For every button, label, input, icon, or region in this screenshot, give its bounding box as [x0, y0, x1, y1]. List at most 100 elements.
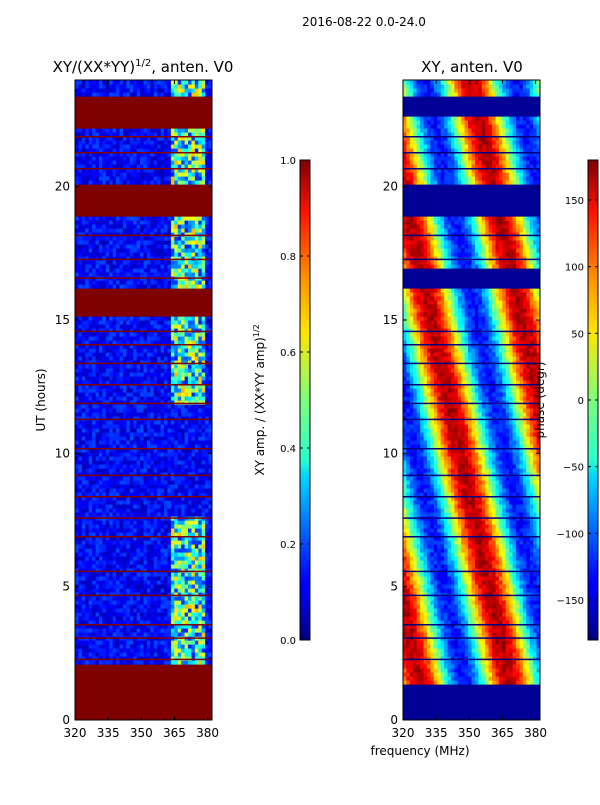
heatmap-cell [105, 448, 110, 453]
heatmap-cell [119, 404, 124, 409]
heatmap-cell [181, 640, 186, 645]
heatmap-cell [153, 380, 158, 385]
heatmap-cell [98, 372, 103, 377]
heatmap-cell [208, 464, 212, 469]
heatmap-cell [157, 240, 162, 245]
heatmap-cell [129, 244, 134, 249]
heatmap-cell [129, 664, 134, 669]
heatmap-cell [122, 220, 127, 225]
heatmap-cell [92, 400, 97, 405]
heatmap-cell [112, 536, 117, 541]
heatmap-cell [92, 228, 97, 233]
heatmap-cell [143, 692, 148, 697]
heatmap-cell [201, 320, 206, 325]
heatmap-cell [105, 364, 110, 369]
heatmap-cell [167, 488, 172, 493]
heatmap-cell [153, 408, 158, 413]
heatmap-cell [160, 508, 165, 513]
heatmap-cell [143, 308, 148, 313]
heatmap-cell [102, 632, 107, 637]
heatmap-cell [198, 556, 203, 561]
heatmap-cell [191, 664, 196, 669]
heatmap-cell [208, 288, 212, 293]
heatmap-cell [153, 236, 158, 241]
heatmap-cell [88, 656, 93, 661]
heatmap-cell [81, 652, 86, 657]
heatmap-cell [157, 360, 162, 365]
heatmap-cell [160, 512, 165, 517]
heatmap-cell [122, 444, 127, 449]
heatmap-cell [75, 228, 80, 233]
heatmap-cell [140, 284, 145, 289]
heatmap-cell [167, 412, 172, 417]
heatmap-cell [126, 672, 131, 677]
heatmap-cell [174, 340, 179, 345]
heatmap-cell [143, 380, 148, 385]
heatmap-cell [129, 344, 134, 349]
heatmap-cell [109, 616, 114, 621]
heatmap-cell [78, 356, 83, 361]
heatmap-cell [126, 480, 131, 485]
heatmap-cell [81, 616, 86, 621]
heatmap-cell [181, 564, 186, 569]
heatmap-cell [109, 456, 114, 461]
heatmap-cell [109, 588, 114, 593]
heatmap-cell [133, 588, 138, 593]
heatmap-cell [181, 464, 186, 469]
heatmap-cell [160, 524, 165, 529]
heatmap-cell [157, 388, 162, 393]
heatmap-cell [116, 496, 121, 501]
heatmap-cell [170, 308, 175, 313]
heatmap-cell [201, 524, 206, 529]
heatmap-cell [75, 448, 80, 453]
heatmap-cell [119, 448, 124, 453]
heatmap-cell [129, 352, 134, 357]
heatmap-cell [201, 404, 206, 409]
heatmap-cell [92, 464, 97, 469]
heatmap-cell [129, 388, 134, 393]
heatmap-cell [143, 596, 148, 601]
heatmap-cell [174, 444, 179, 449]
heatmap-cell [164, 576, 169, 581]
heatmap-cell [136, 704, 141, 709]
heatmap-cell [112, 424, 117, 429]
heatmap-cell [198, 492, 203, 497]
heatmap-cell [85, 692, 90, 697]
heatmap-cell [177, 716, 182, 720]
heatmap-cell [181, 264, 186, 269]
heatmap-cell [164, 540, 169, 545]
heatmap-cell [126, 520, 131, 525]
heatmap-cell [184, 680, 189, 685]
heatmap-cell [81, 320, 86, 325]
heatmap-cell [126, 512, 131, 517]
heatmap-cell [181, 560, 186, 565]
heatmap-cell [208, 512, 212, 517]
heatmap-cell [75, 280, 80, 285]
heatmap-cell [146, 332, 151, 337]
heatmap-cell [112, 692, 117, 697]
heatmap-cell [164, 580, 169, 585]
heatmap-cell [126, 420, 131, 425]
heatmap-cell [85, 400, 90, 405]
heatmap-cell [119, 332, 124, 337]
heatmap-cell [95, 708, 100, 713]
heatmap-cell [194, 360, 199, 365]
heatmap-cell [129, 500, 134, 505]
heatmap-cell [157, 528, 162, 533]
heatmap-cell [153, 692, 158, 697]
heatmap-cell [160, 500, 165, 505]
heatmap-cell [184, 264, 189, 269]
heatmap-cell [205, 384, 210, 389]
heatmap-cell [194, 684, 199, 689]
heatmap-cell [122, 572, 127, 577]
heatmap-cell [198, 532, 203, 537]
heatmap-cell [81, 608, 86, 613]
heatmap-cell [160, 480, 165, 485]
heatmap-cell [160, 572, 165, 577]
heatmap-cell [92, 456, 97, 461]
heatmap-cell [119, 480, 124, 485]
heatmap-cell [184, 560, 189, 565]
heatmap-cell [78, 708, 83, 713]
heatmap-cell [150, 616, 155, 621]
heatmap-cell [119, 696, 124, 701]
